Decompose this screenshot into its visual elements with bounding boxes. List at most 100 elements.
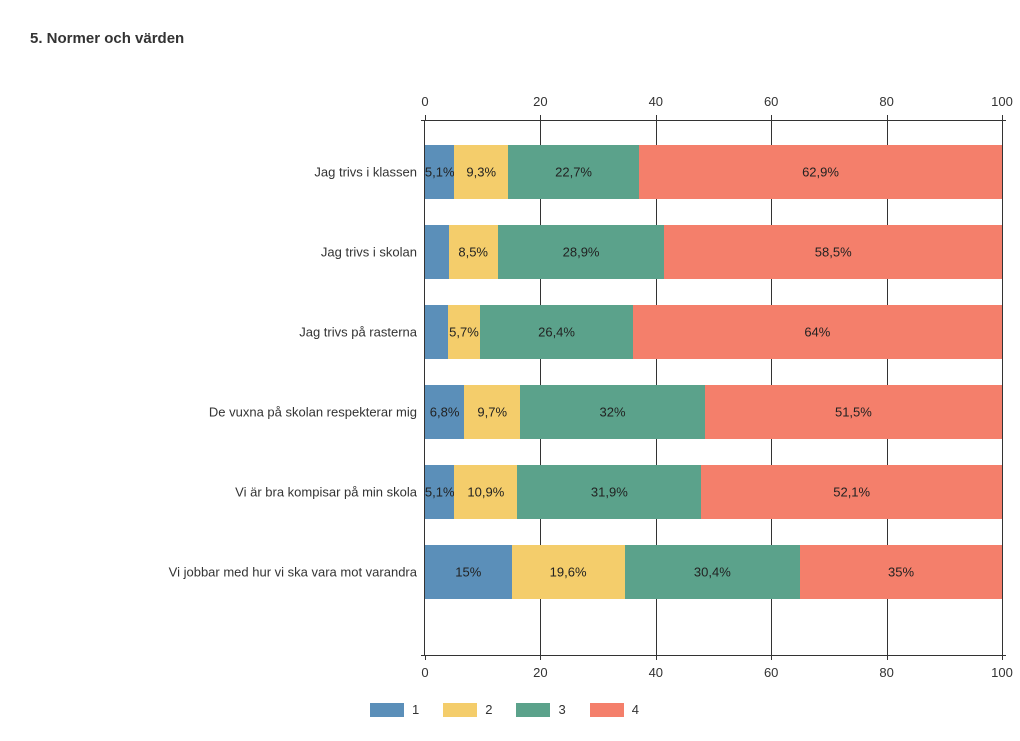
bar-segment-label: 51,5%	[835, 405, 872, 420]
x-tick-label-bottom: 100	[991, 665, 1013, 680]
x-tick-top	[425, 115, 426, 120]
bar-segment: 8,5%	[449, 225, 498, 279]
bar-segment: 30,4%	[625, 545, 800, 599]
bar-segment-label: 5,7%	[449, 325, 479, 340]
x-axis-bottom	[421, 655, 1006, 656]
category-label: Jag trivs på rasterna	[299, 325, 425, 340]
legend-item: 2	[443, 702, 492, 717]
x-tick-bottom	[1002, 655, 1003, 660]
x-tick-label-bottom: 60	[764, 665, 778, 680]
category-label: Jag trivs i skolan	[321, 245, 425, 260]
x-axis-top	[421, 120, 1006, 121]
x-tick-bottom	[771, 655, 772, 660]
bar-segment-label: 35%	[888, 565, 914, 580]
x-tick-top	[540, 115, 541, 120]
category-label: De vuxna på skolan respekterar mig	[209, 405, 425, 420]
bar-row: Jag trivs i klassen5,1%9,3%22,7%62,9%	[425, 145, 1002, 199]
x-tick-label-top: 40	[649, 94, 663, 109]
chart-plot: 002020404060608080100100Jag trivs i klas…	[424, 120, 1003, 655]
bar-segment: 6,8%	[425, 385, 464, 439]
bar-segment-label: 30,4%	[694, 565, 731, 580]
x-tick-top	[771, 115, 772, 120]
bar-segment-label: 26,4%	[538, 325, 575, 340]
legend-label: 1	[412, 702, 419, 717]
bar-segment-label: 58,5%	[815, 245, 852, 260]
x-tick-label-top: 80	[879, 94, 893, 109]
x-tick-label-bottom: 80	[879, 665, 893, 680]
x-tick-label-bottom: 20	[533, 665, 547, 680]
bar-segment-label: 10,9%	[467, 485, 504, 500]
bar-segment-label: 31,9%	[591, 485, 628, 500]
bar-segment: 52,1%	[701, 465, 1002, 519]
x-tick-label-bottom: 0	[421, 665, 428, 680]
x-tick-bottom	[656, 655, 657, 660]
page: 5. Normer och värden 0020204040606080801…	[0, 0, 1020, 741]
bar-segment	[425, 225, 449, 279]
legend-item: 4	[590, 702, 639, 717]
x-tick-label-top: 100	[991, 94, 1013, 109]
bar-segment: 58,5%	[664, 225, 1002, 279]
x-tick-top	[656, 115, 657, 120]
x-tick-bottom	[540, 655, 541, 660]
legend-label: 3	[558, 702, 565, 717]
bar-row: Jag trivs på rasterna5,7%26,4%64%	[425, 305, 1002, 359]
bar-segment	[425, 305, 448, 359]
bar-segment-label: 9,3%	[466, 165, 496, 180]
chart-title: 5. Normer och värden	[30, 30, 184, 47]
bar-segment-label: 32%	[600, 405, 626, 420]
x-tick-label-bottom: 40	[649, 665, 663, 680]
bar-segment-label: 8,5%	[458, 245, 488, 260]
x-tick-bottom	[425, 655, 426, 660]
legend-label: 2	[485, 702, 492, 717]
bar-segment: 9,7%	[464, 385, 520, 439]
bar-segment: 5,1%	[425, 465, 454, 519]
bar-segment: 35%	[800, 545, 1002, 599]
bar-segment: 62,9%	[639, 145, 1002, 199]
bar-segment-label: 5,1%	[425, 165, 455, 180]
bar-row: Vi jobbar med hur vi ska vara mot varand…	[425, 545, 1002, 599]
bar-segment-label: 15%	[455, 565, 481, 580]
legend-swatch	[590, 703, 624, 717]
x-tick-bottom	[887, 655, 888, 660]
bar-segment: 32%	[520, 385, 705, 439]
bar-segment-label: 52,1%	[833, 485, 870, 500]
bar-segment: 64%	[633, 305, 1002, 359]
legend-swatch	[516, 703, 550, 717]
bar-segment-label: 5,1%	[425, 485, 455, 500]
bar-segment: 10,9%	[454, 465, 517, 519]
legend-swatch	[443, 703, 477, 717]
bar-segment: 5,7%	[448, 305, 481, 359]
category-label: Vi är bra kompisar på min skola	[235, 485, 425, 500]
x-tick-top	[887, 115, 888, 120]
bar-segment-label: 9,7%	[477, 405, 507, 420]
bar-segment: 9,3%	[454, 145, 508, 199]
bar-segment-label: 19,6%	[550, 565, 587, 580]
bar-segment: 5,1%	[425, 145, 454, 199]
legend-swatch	[370, 703, 404, 717]
category-label: Vi jobbar med hur vi ska vara mot varand…	[169, 565, 425, 580]
legend-item: 1	[370, 702, 419, 717]
bar-segment: 51,5%	[705, 385, 1002, 439]
bar-segment: 19,6%	[512, 545, 625, 599]
x-tick-label-top: 60	[764, 94, 778, 109]
bar-segment: 22,7%	[508, 145, 639, 199]
legend-label: 4	[632, 702, 639, 717]
bar-row: Vi är bra kompisar på min skola5,1%10,9%…	[425, 465, 1002, 519]
bar-segment-label: 6,8%	[430, 405, 460, 420]
bar-segment: 31,9%	[517, 465, 701, 519]
bar-segment-label: 64%	[804, 325, 830, 340]
x-tick-top	[1002, 115, 1003, 120]
legend-item: 3	[516, 702, 565, 717]
chart-legend: 1 2 3 4	[370, 702, 639, 717]
bar-row: Jag trivs i skolan8,5%28,9%58,5%	[425, 225, 1002, 279]
bar-segment: 15%	[425, 545, 512, 599]
bar-segment-label: 62,9%	[802, 165, 839, 180]
x-tick-label-top: 20	[533, 94, 547, 109]
x-tick-label-top: 0	[421, 94, 428, 109]
bar-row: De vuxna på skolan respekterar mig6,8%9,…	[425, 385, 1002, 439]
bar-segment: 26,4%	[480, 305, 632, 359]
bar-segment-label: 22,7%	[555, 165, 592, 180]
bar-segment: 28,9%	[498, 225, 665, 279]
bar-segment-label: 28,9%	[563, 245, 600, 260]
category-label: Jag trivs i klassen	[314, 165, 425, 180]
